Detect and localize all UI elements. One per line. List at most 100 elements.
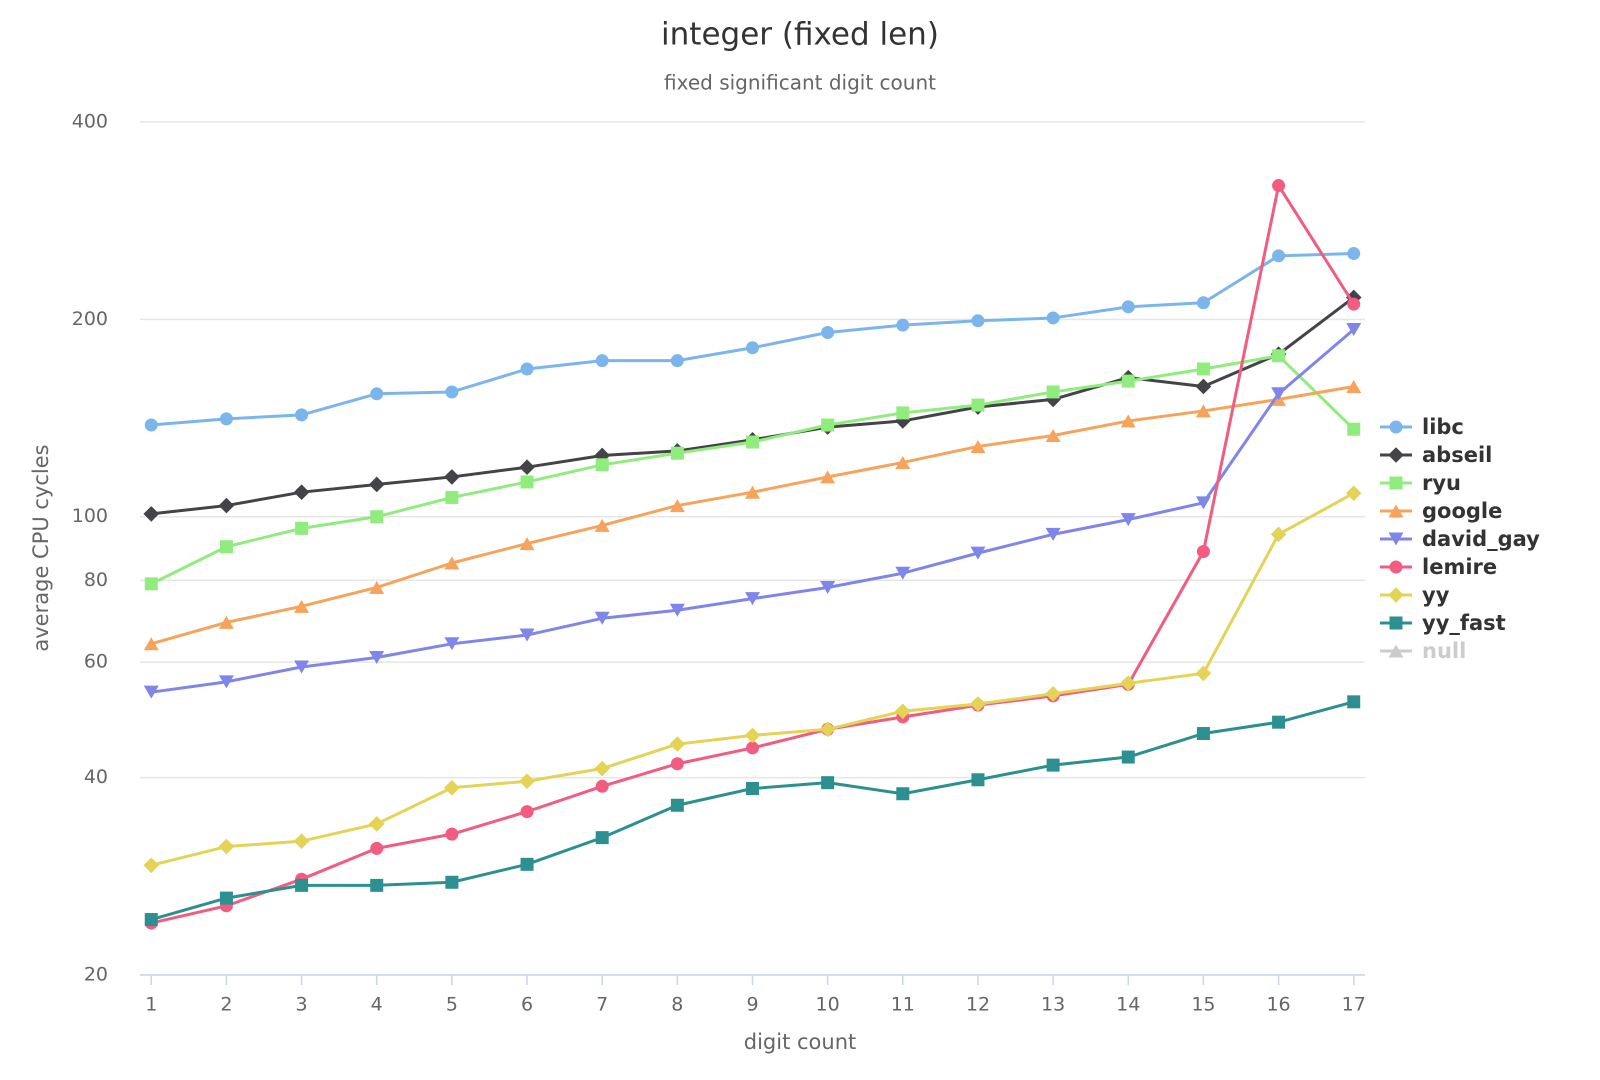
x-tick-label: 1 bbox=[145, 994, 157, 1016]
marker bbox=[293, 484, 310, 500]
marker bbox=[444, 637, 460, 651]
x-tick-label: 10 bbox=[816, 994, 840, 1016]
y-tick-label: 60 bbox=[84, 651, 108, 673]
marker bbox=[295, 521, 309, 535]
y-tick-label: 40 bbox=[84, 766, 108, 788]
marker bbox=[293, 833, 310, 849]
x-tick-label: 3 bbox=[296, 994, 308, 1016]
marker bbox=[218, 838, 235, 855]
marker bbox=[143, 506, 160, 522]
marker bbox=[594, 518, 610, 532]
marker bbox=[1120, 513, 1136, 527]
x-tick-label: 4 bbox=[371, 994, 383, 1016]
x-tick-label: 16 bbox=[1266, 994, 1290, 1016]
x-tick-label: 5 bbox=[446, 994, 458, 1016]
chart-subtitle: fixed significant digit count bbox=[664, 71, 936, 95]
y-tick-label: 80 bbox=[84, 569, 108, 591]
marker bbox=[520, 475, 534, 489]
marker bbox=[971, 773, 985, 787]
marker bbox=[971, 314, 985, 328]
marker bbox=[820, 580, 836, 594]
marker bbox=[445, 875, 459, 889]
legend-label: null bbox=[1422, 639, 1466, 663]
marker bbox=[1347, 422, 1361, 436]
marker bbox=[594, 611, 610, 625]
x-tick-label: 14 bbox=[1116, 994, 1140, 1016]
marker bbox=[1388, 447, 1404, 463]
marker bbox=[218, 675, 234, 689]
marker bbox=[895, 413, 911, 429]
marker bbox=[1346, 323, 1362, 337]
marker bbox=[143, 685, 159, 699]
x-tick-label: 17 bbox=[1342, 994, 1366, 1016]
marker bbox=[1272, 179, 1286, 193]
marker bbox=[1346, 379, 1362, 393]
marker bbox=[1045, 429, 1061, 443]
marker bbox=[895, 455, 911, 469]
marker bbox=[970, 439, 986, 453]
marker bbox=[670, 354, 684, 368]
x-tick-label: 11 bbox=[891, 994, 915, 1016]
marker bbox=[895, 566, 911, 580]
marker bbox=[1195, 496, 1211, 510]
marker bbox=[445, 490, 459, 504]
marker bbox=[1389, 476, 1403, 490]
x-tick-label: 7 bbox=[596, 994, 608, 1016]
marker bbox=[1270, 526, 1287, 543]
marker bbox=[595, 354, 609, 368]
marker bbox=[821, 776, 835, 790]
x-tick-label: 12 bbox=[966, 994, 990, 1016]
x-tick-label: 8 bbox=[671, 994, 683, 1016]
marker bbox=[1388, 644, 1404, 658]
chart-title: integer (fixed len) bbox=[661, 17, 939, 53]
marker bbox=[970, 546, 986, 560]
marker bbox=[896, 787, 910, 801]
marker bbox=[519, 459, 535, 476]
marker bbox=[218, 615, 234, 629]
marker bbox=[819, 721, 836, 738]
marker bbox=[370, 841, 384, 855]
series-line bbox=[150, 354, 1355, 586]
marker bbox=[1347, 297, 1361, 311]
marker bbox=[669, 603, 685, 617]
x-tick-label: 15 bbox=[1191, 994, 1215, 1016]
marker bbox=[745, 485, 760, 499]
marker bbox=[519, 628, 535, 642]
legend-item: lemire bbox=[1380, 555, 1497, 579]
marker bbox=[295, 408, 309, 422]
marker bbox=[1347, 247, 1361, 261]
marker bbox=[368, 476, 385, 493]
legend-label: yy bbox=[1422, 583, 1450, 607]
marker bbox=[444, 469, 460, 485]
marker bbox=[219, 540, 233, 554]
legend-label: abseil bbox=[1422, 443, 1492, 467]
series-line bbox=[150, 184, 1355, 925]
marker bbox=[895, 703, 911, 720]
marker bbox=[670, 798, 684, 812]
marker bbox=[1121, 374, 1135, 388]
marker bbox=[1272, 349, 1286, 363]
y-tick-label: 400 bbox=[72, 111, 108, 133]
marker bbox=[144, 577, 158, 591]
marker bbox=[1121, 300, 1135, 314]
marker bbox=[821, 418, 835, 432]
marker bbox=[295, 878, 309, 892]
marker bbox=[820, 470, 836, 484]
marker bbox=[1388, 587, 1404, 603]
marker bbox=[896, 406, 910, 420]
marker bbox=[1196, 727, 1210, 741]
marker bbox=[1272, 715, 1286, 729]
marker bbox=[144, 913, 158, 927]
marker bbox=[1120, 414, 1136, 428]
legend-item: abseil bbox=[1380, 443, 1492, 467]
marker bbox=[1196, 362, 1210, 376]
legend-label: ryu bbox=[1422, 471, 1461, 495]
marker bbox=[1195, 404, 1211, 418]
marker bbox=[746, 741, 759, 755]
marker bbox=[519, 537, 535, 551]
marker bbox=[369, 580, 385, 594]
marker bbox=[520, 857, 534, 871]
marker bbox=[445, 827, 459, 841]
marker bbox=[1389, 420, 1403, 434]
